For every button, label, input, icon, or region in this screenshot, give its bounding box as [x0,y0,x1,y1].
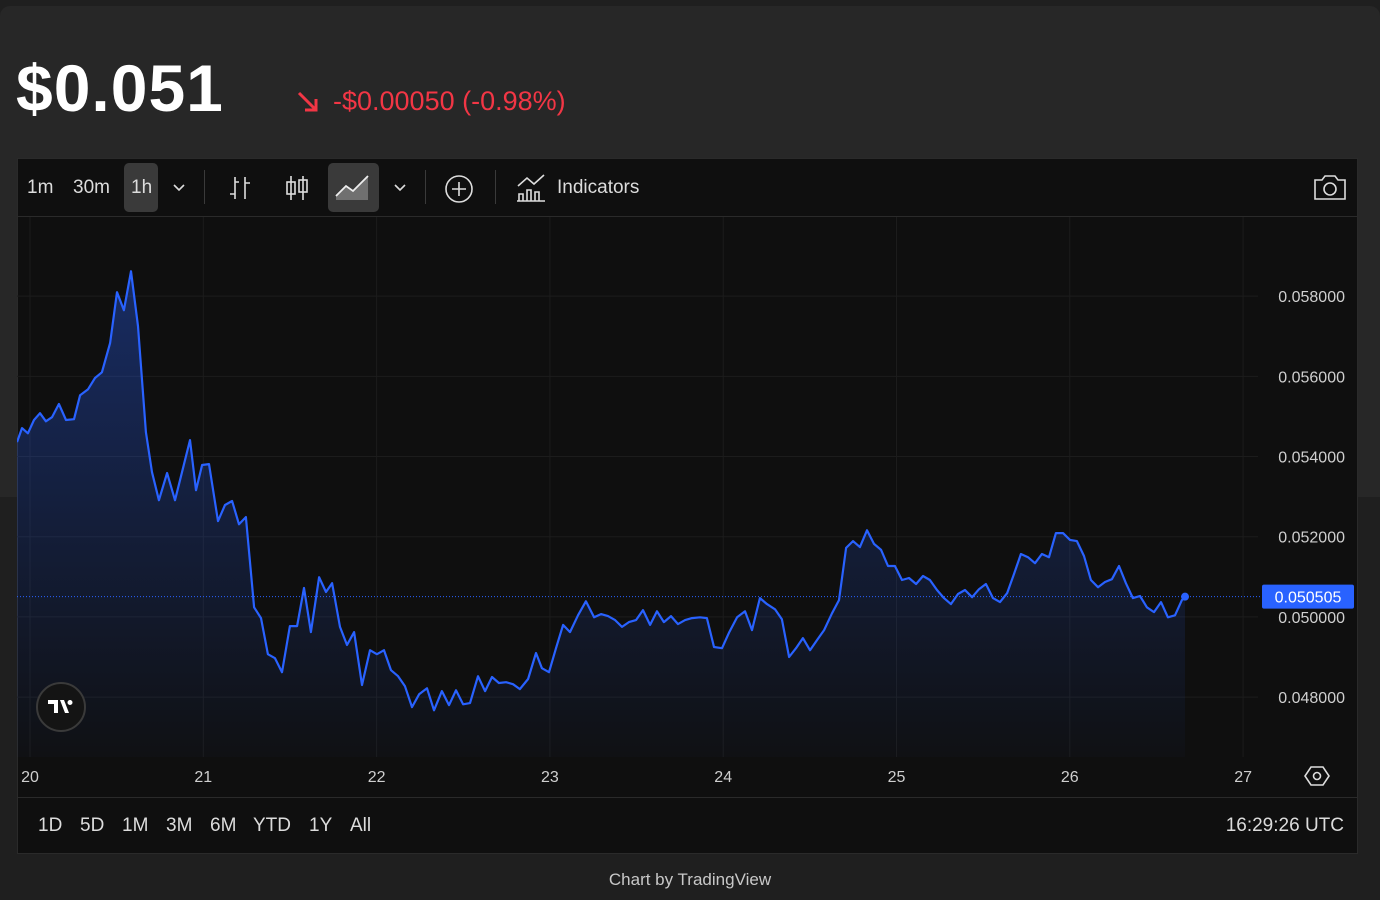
range-button[interactable]: 3M [166,815,193,836]
bottom-border [18,797,1358,798]
range-button[interactable]: 5D [80,815,105,836]
x-tick-label: 23 [541,769,559,786]
selected-interval-bg [124,163,158,212]
x-tick-label: 24 [714,769,732,786]
candle-style-button[interactable] [283,174,311,202]
y-tick-label: 0.054000 [1278,450,1345,467]
credit: Chart by TradingView [608,870,772,889]
last-point [1181,592,1190,601]
clock: 16:29:26 UTC [1225,815,1344,836]
price: $0.051 [16,51,224,125]
y-tick-label: 0.050000 [1278,610,1345,627]
range-button[interactable]: 1D [38,815,63,836]
interval-button[interactable]: 1h [131,177,153,198]
area-style-button[interactable] [334,172,372,202]
range-button[interactable]: 6M [210,815,237,836]
x-tick-label: 25 [888,769,906,786]
selected-style-bg [328,163,379,212]
separator [425,170,426,204]
range-button[interactable]: 1M [122,815,149,836]
compare-button[interactable] [444,174,474,204]
x-tick-label: 27 [1234,769,1252,786]
screenshot-button[interactable] [1312,172,1348,202]
x-tick-label: 26 [1061,769,1079,786]
interval-button[interactable]: 30m [73,177,110,198]
interval-button[interactable]: 1m [27,177,54,198]
price-line [17,270,1186,712]
bar-style-button[interactable] [226,174,254,202]
range-button[interactable]: All [350,815,372,836]
area-fill [17,271,1185,757]
price-change: -$0.00050 (-0.98%) [333,86,566,116]
range-button[interactable]: YTD [253,815,291,836]
y-tick-label: 0.048000 [1278,690,1345,707]
x-tick-label: 22 [368,769,386,786]
separator [204,170,205,204]
y-tick-label: 0.058000 [1278,289,1345,306]
interval-dropdown[interactable] [170,180,188,196]
last-price-box [1262,584,1354,609]
down-arrow-icon [297,91,318,112]
last-price-label: 0.050505 [1275,590,1342,607]
indicators-button[interactable]: Indicators [557,177,640,198]
toolbar-border [18,216,1358,217]
chart: 20 21 22 23 24 25 26 27 0.048000 0.050000 0.052000… [17,217,1354,786]
tradingview-logo [36,682,86,732]
y-tick-label: 0.056000 [1278,369,1345,386]
range-button[interactable]: 1Y [309,815,333,836]
x-tick-label: 20 [21,769,39,786]
x-tick-label: 21 [194,769,212,786]
style-dropdown[interactable] [391,180,409,196]
settings-icon[interactable] [1304,766,1330,786]
y-tick-label: 0.052000 [1278,530,1345,547]
separator [495,170,496,204]
indicators-icon[interactable] [515,172,547,204]
